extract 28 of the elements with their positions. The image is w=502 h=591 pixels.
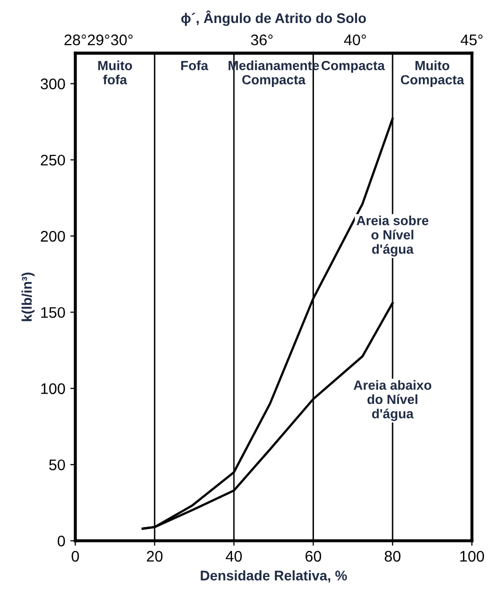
annotation: Muito Compacta (400, 60, 464, 88)
x2-tick-label: 29° (88, 34, 110, 46)
x2-axis-title: ϕ´, Ângulo de Atrito do Solo (181, 10, 366, 26)
annotation: Fofa (181, 60, 208, 70)
x-tick-label: 0 (72, 550, 79, 562)
y-tick-label: 200 (40, 230, 65, 242)
y-tick-label: 100 (41, 383, 65, 394)
x2-tick-label: 36° (250, 34, 273, 46)
x2-tick-label: 45° (460, 34, 483, 46)
x-tick-label: 20 (146, 550, 163, 562)
y-tick-label: 300 (40, 78, 65, 90)
x-tick-label: 100 (460, 550, 484, 562)
x-tick-label: 80 (384, 550, 400, 562)
y-tick-label: 250 (40, 154, 65, 166)
y-tick-label: 150 (41, 307, 65, 318)
x-tick-label: 40 (226, 550, 242, 562)
x-tick-label: 60 (306, 550, 322, 562)
y-tick-label: 50 (49, 459, 65, 470)
x-axis-title: Densidade Relativa, % (200, 570, 347, 582)
y-tick-label: 0 (58, 536, 65, 546)
x2-tick-label: 40° (344, 34, 366, 46)
y-axis-title: k(lb/in³) (22, 272, 35, 322)
x2-tick-label: 28° (64, 34, 86, 46)
annotation: Muito fofa (98, 60, 132, 84)
x2-tick-label: 30° (110, 34, 133, 46)
annotation: Areia sobre o Nível d'água (356, 216, 428, 256)
annotation: Areia abaixo do Nível d'água (354, 380, 432, 422)
annotation: Compacta (322, 60, 385, 73)
